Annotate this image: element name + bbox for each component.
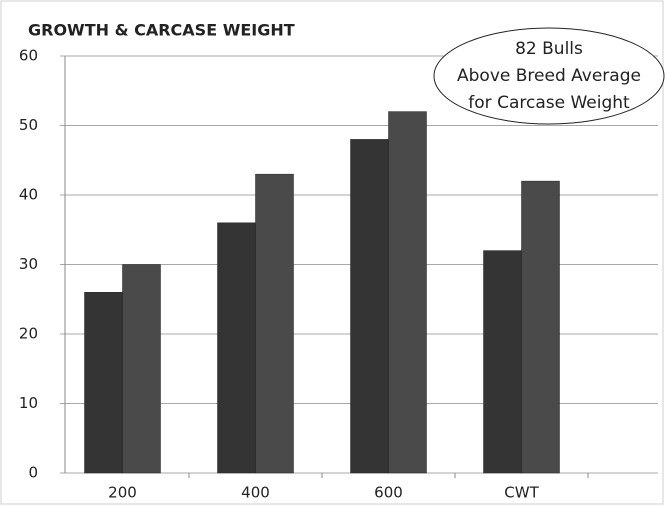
x-tick-label: 200 (108, 484, 137, 502)
annotation-text: 82 Bulls (515, 39, 583, 59)
chart-title: GROWTH & CARCASE WEIGHT (28, 21, 295, 40)
bar (122, 264, 161, 474)
y-tick-label: 10 (19, 394, 38, 412)
x-tick-label: 600 (374, 484, 403, 502)
y-tick-label: 50 (19, 116, 38, 134)
bar (84, 292, 123, 474)
bar (483, 250, 522, 474)
bar (350, 139, 389, 474)
annotation-text: for Carcase Weight (468, 93, 630, 113)
y-tick-label: 30 (19, 255, 38, 273)
y-tick-label: 0 (28, 464, 38, 482)
bar (521, 180, 560, 474)
x-tick-label: 400 (241, 484, 270, 502)
bar (217, 222, 256, 474)
y-tick-label: 20 (19, 325, 38, 343)
annotation-text: Above Breed Average (457, 66, 641, 86)
bar (255, 173, 294, 474)
x-tick-label: CWT (504, 484, 539, 502)
bar (388, 111, 427, 474)
y-tick-label: 40 (19, 186, 38, 204)
y-tick-label: 60 (19, 47, 38, 65)
annotation-bubble (433, 27, 665, 125)
